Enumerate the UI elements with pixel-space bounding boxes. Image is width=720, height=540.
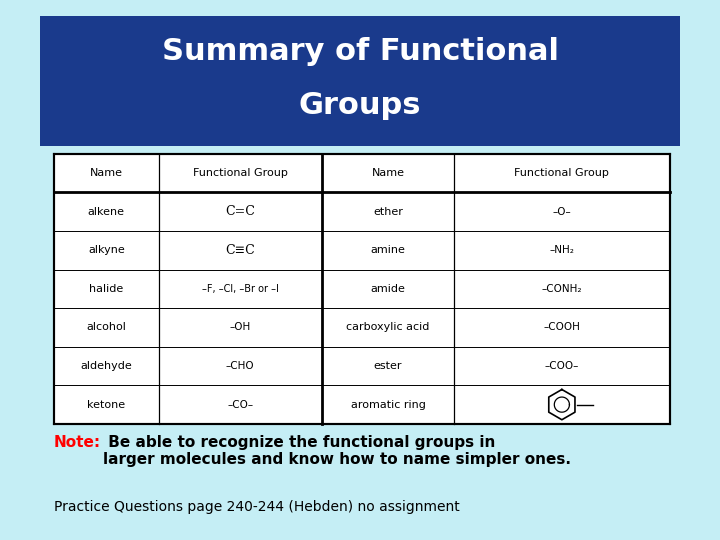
Text: Functional Group: Functional Group xyxy=(514,168,609,178)
Text: alkene: alkene xyxy=(88,207,125,217)
Text: C≡C: C≡C xyxy=(225,244,255,257)
Text: –CONH₂: –CONH₂ xyxy=(541,284,582,294)
Text: ether: ether xyxy=(373,207,403,217)
Text: Be able to recognize the functional groups in
larger molecules and know how to n: Be able to recognize the functional grou… xyxy=(103,435,571,467)
Text: amine: amine xyxy=(371,245,405,255)
Text: –COO–: –COO– xyxy=(545,361,579,371)
FancyBboxPatch shape xyxy=(40,16,680,146)
Text: carboxylic acid: carboxylic acid xyxy=(346,322,430,333)
Text: ketone: ketone xyxy=(87,400,125,410)
Text: ester: ester xyxy=(374,361,402,371)
Text: C=C: C=C xyxy=(225,205,255,218)
Text: aromatic ring: aromatic ring xyxy=(351,400,426,410)
Text: –NH₂: –NH₂ xyxy=(549,245,575,255)
Text: Note:: Note: xyxy=(54,435,101,450)
Text: alcohol: alcohol xyxy=(86,322,126,333)
Text: –CHO: –CHO xyxy=(226,361,255,371)
Text: –O–: –O– xyxy=(552,207,571,217)
Text: Name: Name xyxy=(90,168,123,178)
Text: –COOH: –COOH xyxy=(544,322,580,333)
Text: halide: halide xyxy=(89,284,123,294)
Text: alkyne: alkyne xyxy=(88,245,125,255)
Text: –OH: –OH xyxy=(230,322,251,333)
Text: Groups: Groups xyxy=(299,91,421,120)
Text: Functional Group: Functional Group xyxy=(193,168,288,178)
Text: –CO–: –CO– xyxy=(227,400,253,410)
Text: aldehyde: aldehyde xyxy=(81,361,132,371)
Text: Summary of Functional: Summary of Functional xyxy=(161,37,559,66)
Text: –F, –Cl, –Br or –I: –F, –Cl, –Br or –I xyxy=(202,284,279,294)
Text: Practice Questions page 240-244 (Hebden) no assignment: Practice Questions page 240-244 (Hebden)… xyxy=(54,500,460,514)
FancyBboxPatch shape xyxy=(54,154,670,424)
Text: amide: amide xyxy=(371,284,405,294)
Text: Name: Name xyxy=(372,168,405,178)
